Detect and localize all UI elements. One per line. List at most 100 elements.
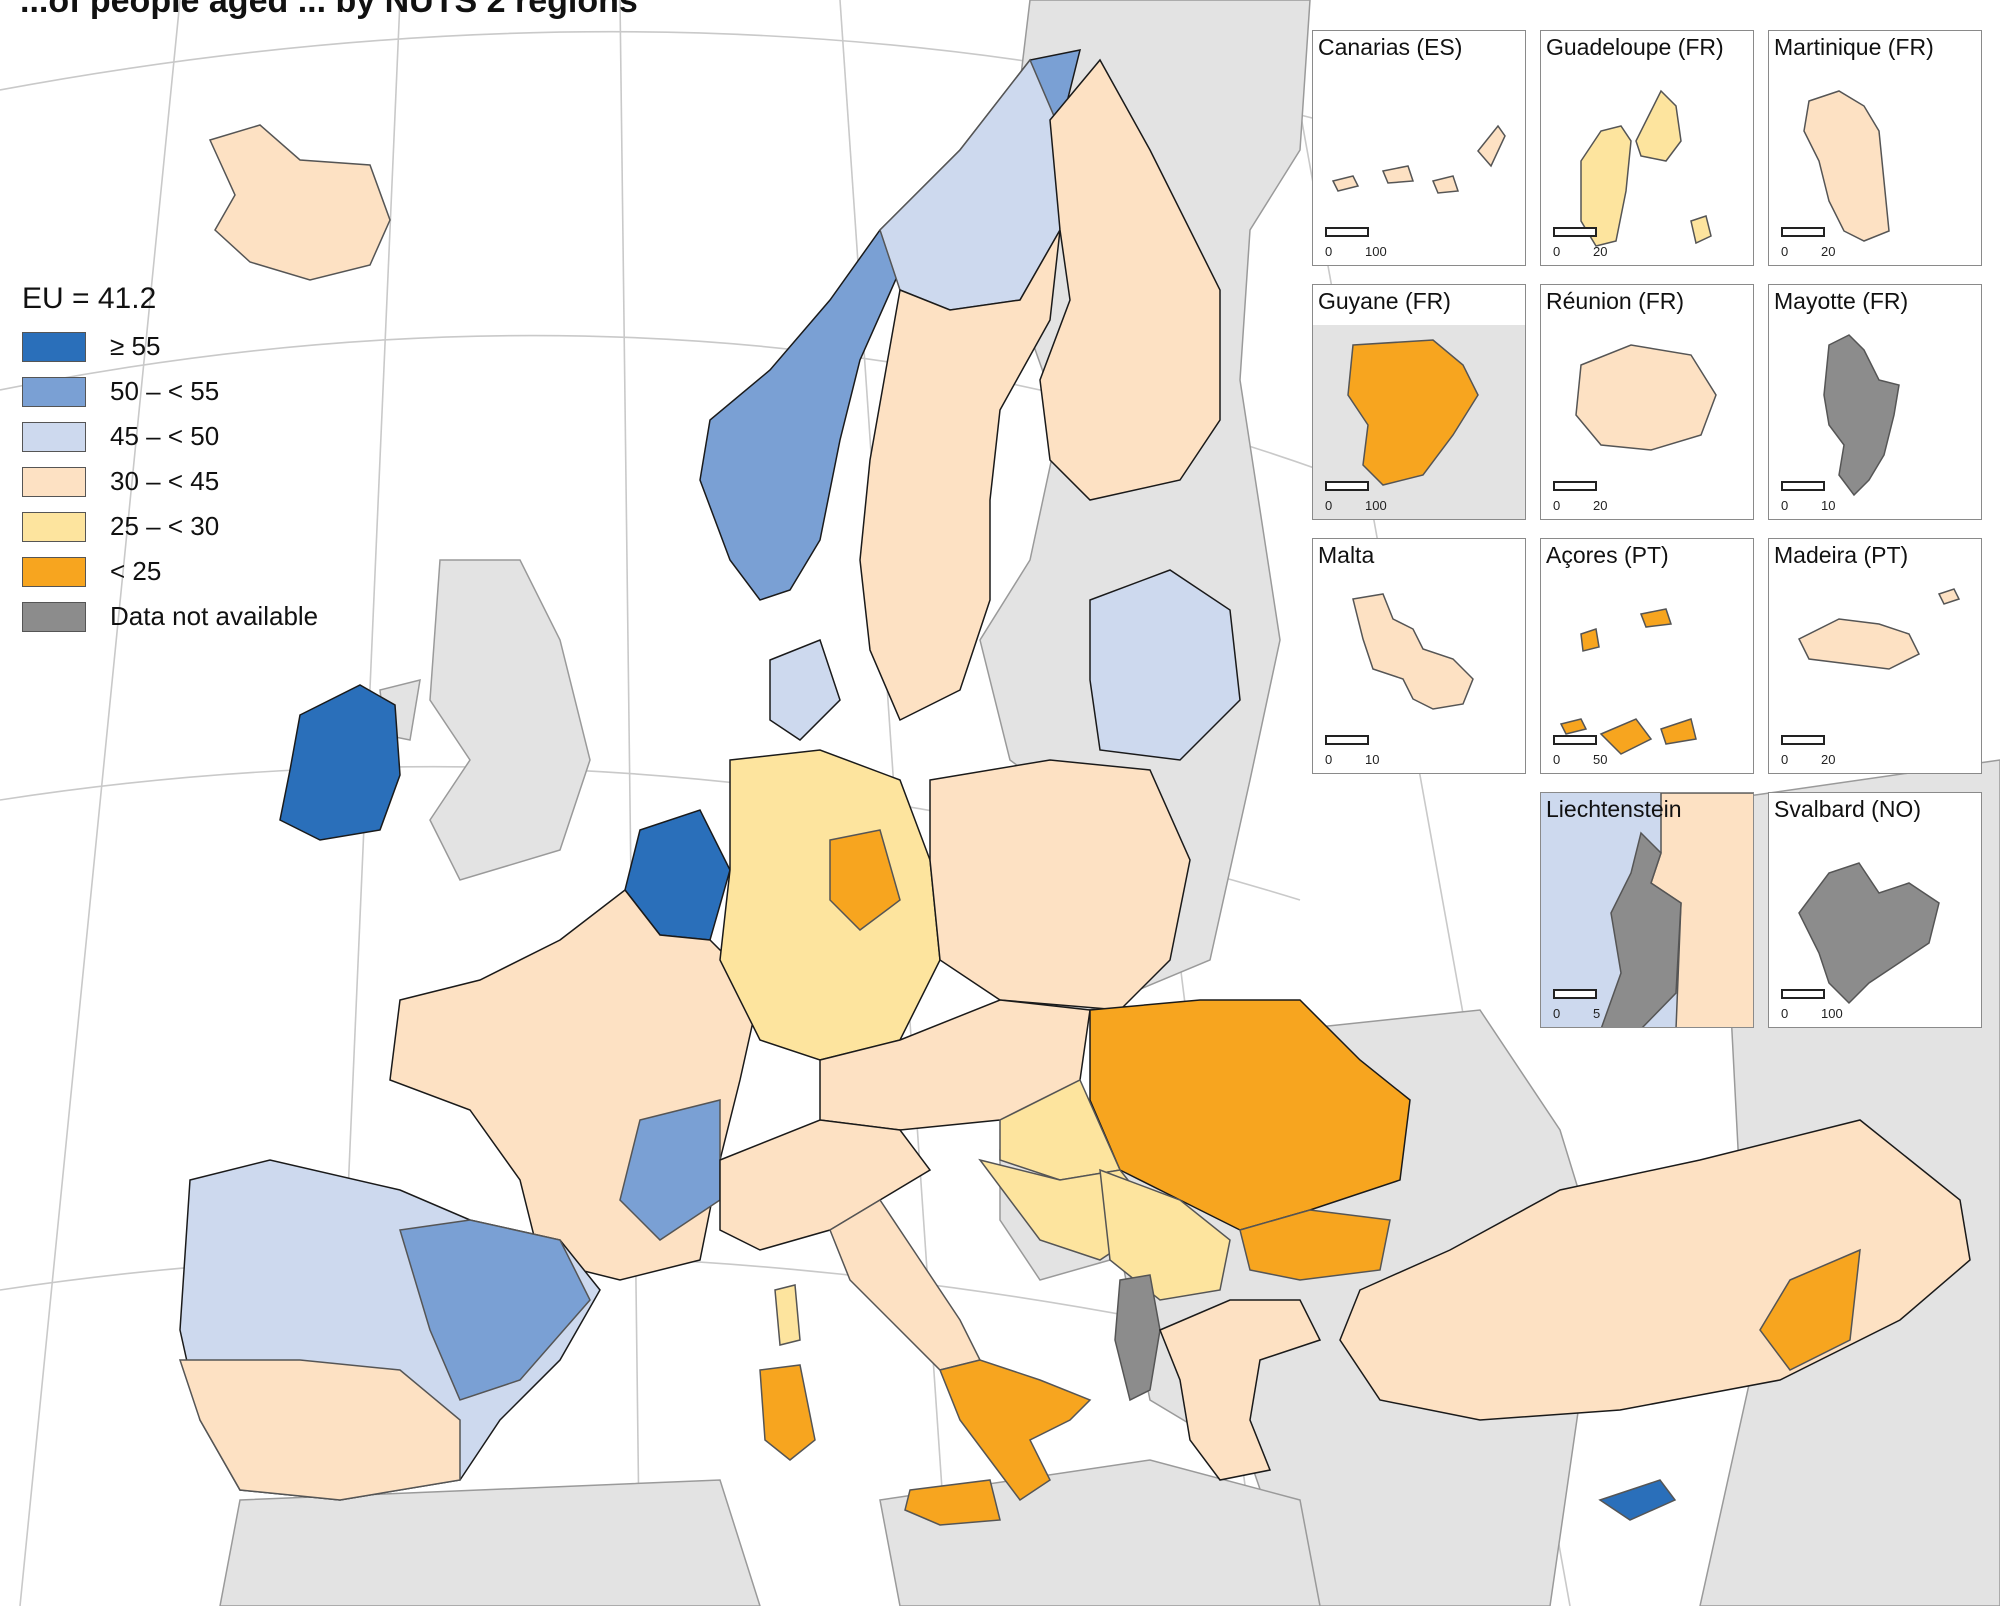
- inset-region: [1575, 344, 1717, 451]
- inset-title: Malta: [1318, 542, 1375, 568]
- inset-region: [1559, 608, 1697, 755]
- inset-map: [1798, 862, 1940, 1005]
- inset-region: [1803, 90, 1890, 242]
- inset-panel: Mayotte (FR) 0 10: [1768, 284, 1982, 520]
- scale-max-label: 100: [1365, 498, 1387, 513]
- scale-max-label: 50: [1593, 752, 1608, 767]
- legend-swatch: [22, 331, 86, 362]
- inset-map: [1823, 334, 1900, 497]
- legend: EU = 41.2 ≥ 55 50 – < 55 45 – < 50 30 – < 4…: [22, 282, 352, 639]
- inset-region: [1797, 588, 1961, 670]
- inset-map: [1575, 344, 1717, 451]
- region-germany: [719, 749, 941, 1061]
- scale-bar: [1781, 735, 1825, 745]
- legend-item: Data not available: [22, 594, 352, 639]
- scale-max-label: 20: [1821, 244, 1836, 259]
- scale-zero-label: 0: [1781, 498, 1789, 513]
- region-france-east: [619, 1099, 721, 1241]
- legend-label: Data not available: [110, 601, 319, 631]
- inset-title: Svalbard (NO): [1774, 796, 1921, 822]
- legend-swatch: [22, 556, 86, 587]
- region-bulgaria: [1239, 1209, 1391, 1281]
- legend-label: 30 – < 45: [110, 466, 220, 496]
- inset-title: Açores (PT): [1546, 542, 1669, 568]
- region-albania: [1114, 1274, 1161, 1402]
- legend-item: < 25: [22, 549, 352, 594]
- legend-item: 30 – < 45: [22, 459, 352, 504]
- scale-zero-label: 0: [1553, 244, 1561, 259]
- inset-title: Guyane (FR): [1318, 288, 1451, 314]
- inset-title: Liechtenstein: [1546, 796, 1682, 822]
- scale-max-label: 10: [1821, 498, 1836, 513]
- inset-region: [1347, 339, 1479, 486]
- scale-max-label: 5: [1593, 1006, 1601, 1021]
- inset-region: [1331, 124, 1506, 194]
- scale-bar: [1553, 735, 1597, 745]
- legend-rows: ≥ 55 50 – < 55 45 – < 50 30 – < 45 25 – < 30…: [22, 324, 352, 639]
- region-sicily: [904, 1479, 1001, 1526]
- inset-region: [1823, 334, 1900, 497]
- scale-zero-label: 0: [1553, 1006, 1561, 1021]
- inset-region: [1580, 89, 1712, 247]
- region-finland: [1039, 58, 1221, 501]
- legend-item: 25 – < 30: [22, 504, 352, 549]
- inset-panel: Guyane (FR) 0 100: [1312, 284, 1526, 520]
- region-sweden: [859, 229, 1061, 722]
- inset-panel: Açores (PT) 0 50: [1540, 538, 1754, 774]
- inset-panel: Malta 0 10: [1312, 538, 1526, 774]
- scale-max-label: 20: [1593, 498, 1608, 513]
- inset-panel: Svalbard (NO) 0 100: [1768, 792, 1982, 1028]
- inset-panel: Martinique (FR) 0 20: [1768, 30, 1982, 266]
- region-spain-east: [399, 1219, 591, 1401]
- scale-zero-label: 0: [1781, 1006, 1789, 1021]
- region-norway-north: [879, 58, 1061, 311]
- region-ireland: [279, 684, 401, 841]
- inset-map: [1331, 124, 1506, 194]
- scale-zero-label: 0: [1325, 498, 1333, 513]
- legend-label: 25 – < 30: [110, 511, 220, 541]
- region-greece: [1159, 1299, 1322, 1481]
- inset-panel: Madeira (PT) 0 20: [1768, 538, 1982, 774]
- inset-title: Mayotte (FR): [1774, 288, 1909, 314]
- legend-item: ≥ 55: [22, 324, 352, 369]
- scale-max-label: 100: [1821, 1006, 1843, 1021]
- legend-swatch: [22, 511, 86, 542]
- inset-panel: Liechtenstein 0 5: [1540, 792, 1754, 1028]
- inset-region: [1352, 593, 1474, 710]
- header-partial-title: ...of people aged ... by NUTS 2 regions: [20, 0, 638, 20]
- legend-label: 50 – < 55: [110, 376, 220, 406]
- scale-zero-label: 0: [1781, 244, 1789, 259]
- scale-bar: [1781, 227, 1825, 237]
- inset-region: [1798, 862, 1940, 1005]
- legend-label: ≥ 55: [110, 331, 161, 361]
- region-sardinia: [759, 1364, 816, 1461]
- inset-title: Madeira (PT): [1774, 542, 1909, 568]
- inset-map: [1797, 588, 1961, 670]
- scale-max-label: 10: [1365, 752, 1380, 767]
- legend-label: 45 – < 50: [110, 421, 220, 451]
- inset-title: Réunion (FR): [1546, 288, 1685, 314]
- inset-panel: Canarias (ES) 0 100: [1312, 30, 1526, 266]
- inset-panel: Réunion (FR) 0 20: [1540, 284, 1754, 520]
- region-italy-center: [829, 1198, 982, 1371]
- scale-zero-label: 0: [1325, 752, 1333, 767]
- region-italy-south: [938, 1359, 1092, 1502]
- region-poland: [929, 759, 1191, 1011]
- region-serbia: [1099, 1168, 1231, 1301]
- region-baltics: [1089, 569, 1241, 761]
- legend-item: 45 – < 50: [22, 414, 352, 459]
- inset-map: [1600, 793, 1753, 1027]
- legend-item: 50 – < 55: [22, 369, 352, 414]
- scale-bar: [1325, 481, 1369, 491]
- legend-title: EU = 41.2: [22, 282, 157, 315]
- scale-bar: [1781, 481, 1825, 491]
- scale-bar: [1553, 481, 1597, 491]
- scale-bar: [1553, 227, 1597, 237]
- scale-bar: [1781, 989, 1825, 999]
- legend-swatch: [22, 421, 86, 452]
- legend-swatch: [22, 466, 86, 497]
- region-cyprus: [1598, 1479, 1677, 1521]
- scale-zero-label: 0: [1325, 244, 1333, 259]
